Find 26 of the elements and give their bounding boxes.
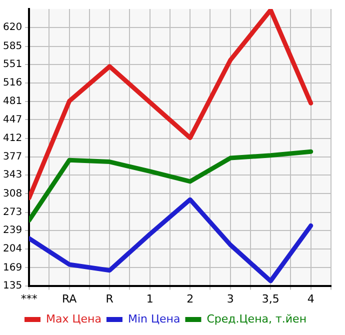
y-tick-label: 169 xyxy=(2,262,22,274)
x-tick-label: 3 xyxy=(226,292,234,306)
y-tick-label: 412 xyxy=(2,132,22,144)
y-tick-label: 204 xyxy=(2,244,22,255)
y-tick-label: 516 xyxy=(2,78,22,89)
y-tick-label: 551 xyxy=(2,58,22,70)
x-tick-label: 3,5 xyxy=(262,292,280,306)
y-tick-label: 481 xyxy=(2,96,22,108)
x-tick-label: 4 xyxy=(307,292,314,306)
x-tick-label: 2 xyxy=(186,292,194,306)
y-tick-label: 377 xyxy=(2,152,22,163)
x-tick-label: RA xyxy=(62,292,78,306)
legend-label: Сред.Цена, т.йен xyxy=(206,312,307,326)
x-tick-label: 1 xyxy=(146,292,154,306)
y-tick-label: 135 xyxy=(2,280,22,292)
y-tick-label: 239 xyxy=(2,225,22,236)
legend-label: Min Цена xyxy=(128,312,180,326)
y-tick-label: 620 xyxy=(2,22,22,34)
y-tick-label: 273 xyxy=(2,206,22,218)
y-tick-label: 447 xyxy=(2,114,22,126)
legend-label: Max Цена xyxy=(46,312,102,326)
x-tick-label: *** xyxy=(20,292,38,306)
y-tick-label: 343 xyxy=(2,170,22,181)
y-tick-label: 308 xyxy=(2,188,22,200)
x-tick-label: R xyxy=(106,292,114,306)
y-tick-label: 585 xyxy=(2,40,22,52)
